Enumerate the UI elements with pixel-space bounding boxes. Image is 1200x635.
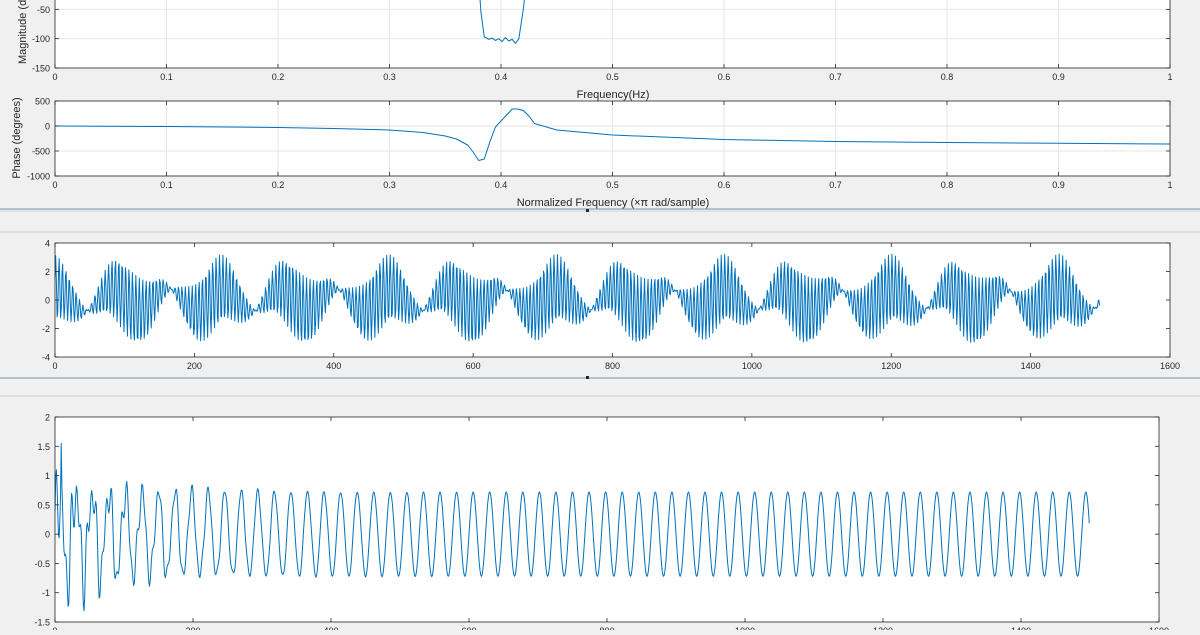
y-tick-label: -1000 xyxy=(27,172,50,182)
y-tick-label: 0 xyxy=(45,530,50,540)
x-tick-label: 0.3 xyxy=(383,72,396,82)
x-tick-label: 0.6 xyxy=(718,180,731,190)
x-tick-label: 1200 xyxy=(873,626,893,630)
x-tick-label: 0.9 xyxy=(1052,180,1065,190)
x-tick-label: 1200 xyxy=(881,361,901,371)
y-tick-label: -500 xyxy=(32,147,50,157)
x-tick-label: 1400 xyxy=(1011,626,1031,630)
y-tick-label: 2 xyxy=(45,267,50,277)
x-tick-label: 0.6 xyxy=(718,72,731,82)
panel-splitter-handle[interactable] xyxy=(586,209,589,212)
y-tick-label: 0.5 xyxy=(37,500,50,510)
magnitude-axes: 0 0.1 0.2 0.3 0.4 0.5 0.6 0.7 0.8 0.9 1 -150 -100 -5… xyxy=(17,0,1173,101)
series-line xyxy=(479,0,525,44)
x-tick-label: 800 xyxy=(599,626,614,630)
series-line xyxy=(55,253,1101,343)
x-tick-label: 0.8 xyxy=(941,180,954,190)
series-group xyxy=(55,442,1090,612)
x-tick-label: 1 xyxy=(1167,180,1172,190)
x-tick-label: 1000 xyxy=(742,361,762,371)
x-tick-label: 400 xyxy=(323,626,338,630)
x-tick-label: 0 xyxy=(52,180,57,190)
x-tick-label: 1600 xyxy=(1149,626,1169,630)
y-tick-label: 0 xyxy=(45,296,50,306)
x-tick-label: 0.7 xyxy=(829,72,842,82)
x-tick-label: 0 xyxy=(52,361,57,371)
y-tick-label: -0.5 xyxy=(34,559,50,569)
axes-background xyxy=(55,417,1159,622)
y-tick-label: 500 xyxy=(35,97,50,107)
x-tick-label: 0.8 xyxy=(941,72,954,82)
y-ticks: -150 -100 -50 xyxy=(32,5,1170,74)
y-tick-label: -50 xyxy=(37,5,50,15)
series-group xyxy=(55,108,1170,161)
x-tick-label: 600 xyxy=(466,361,481,371)
x-tick-label: 1 xyxy=(1167,72,1172,82)
x-tick-label: 0.7 xyxy=(829,180,842,190)
x-tick-label: 1000 xyxy=(735,626,755,630)
series-group xyxy=(55,253,1101,343)
y-tick-label: -100 xyxy=(32,34,50,44)
x-tick-label: 0 xyxy=(52,626,57,630)
series-line xyxy=(55,108,1170,161)
x-tick-label: 0.5 xyxy=(606,72,619,82)
x-ticks: 0 0.1 0.2 0.3 0.4 0.5 0.6 0.7 0.8 0.9 1 xyxy=(52,64,1173,82)
y-tick-label: 4 xyxy=(45,239,50,249)
y-axis-label: Magnitude (d xyxy=(17,0,29,64)
x-tick-label: 600 xyxy=(461,626,476,630)
x-tick-label: 0.9 xyxy=(1052,72,1065,82)
x-tick-label: 0.1 xyxy=(160,180,173,190)
x-tick-label: 0.5 xyxy=(606,180,619,190)
x-tick-label: 200 xyxy=(185,626,200,630)
x-tick-label: 1400 xyxy=(1021,361,1041,371)
y-tick-label: 0 xyxy=(45,122,50,132)
y-tick-label: -4 xyxy=(42,353,50,363)
x-tick-label: 0.1 xyxy=(160,72,173,82)
y-tick-label: -150 xyxy=(32,64,50,74)
series-group xyxy=(479,0,525,44)
x-axis-label: Frequency(Hz) xyxy=(577,89,650,101)
x-tick-label: 200 xyxy=(187,361,202,371)
y-tick-label: -1 xyxy=(42,588,50,598)
y-tick-label: -1.5 xyxy=(34,618,50,628)
x-tick-label: 0.4 xyxy=(495,180,508,190)
x-tick-label: 0.2 xyxy=(272,72,285,82)
output-signal-axes: 0 200 400 600 800 1000 1200 1400 1600 -1.5 -1 -0.5… xyxy=(34,413,1169,635)
y-tick-label: -2 xyxy=(42,324,50,334)
y-ticks: -4 -2 0 2 4 xyxy=(42,239,1170,363)
x-ticks: 0 0.1 0.2 0.3 0.4 0.5 0.6 0.7 0.8 0.9 1 xyxy=(52,101,1173,190)
input-signal-axes: 0 200 400 600 800 1000 1200 1400 1600 -4 -2 0 2 4 xyxy=(42,239,1180,372)
panel-splitter-handle[interactable] xyxy=(586,376,589,379)
x-tick-label: 0 xyxy=(52,72,57,82)
y-tick-label: 2 xyxy=(45,413,50,423)
x-tick-label: 0.2 xyxy=(272,180,285,190)
phase-axes: 0 0.1 0.2 0.3 0.4 0.5 0.6 0.7 0.8 0.9 1 -1000-5000… xyxy=(11,97,1173,210)
x-tick-label: 0.3 xyxy=(383,180,396,190)
x-tick-label: 0.4 xyxy=(495,72,508,82)
x-axis-label: Normalized Frequency (×π rad/sample) xyxy=(517,197,710,209)
y-tick-label: 1.5 xyxy=(37,442,50,452)
x-tick-label: 800 xyxy=(605,361,620,371)
y-axis-label: Phase (degrees) xyxy=(11,97,23,178)
y-ticks: -1.5 -1 -0.5 0 0.5 1 1.5 2 xyxy=(34,413,1159,628)
x-tick-label: 400 xyxy=(326,361,341,371)
x-ticks: 0 200 400 600 800 1000 1200 1400 1600 xyxy=(52,243,1180,371)
y-ticks: -1000 -500 0 500 xyxy=(27,97,1170,182)
y-tick-label: 1 xyxy=(45,471,50,481)
x-tick-label: 1600 xyxy=(1160,361,1180,371)
series-line xyxy=(55,442,1090,612)
